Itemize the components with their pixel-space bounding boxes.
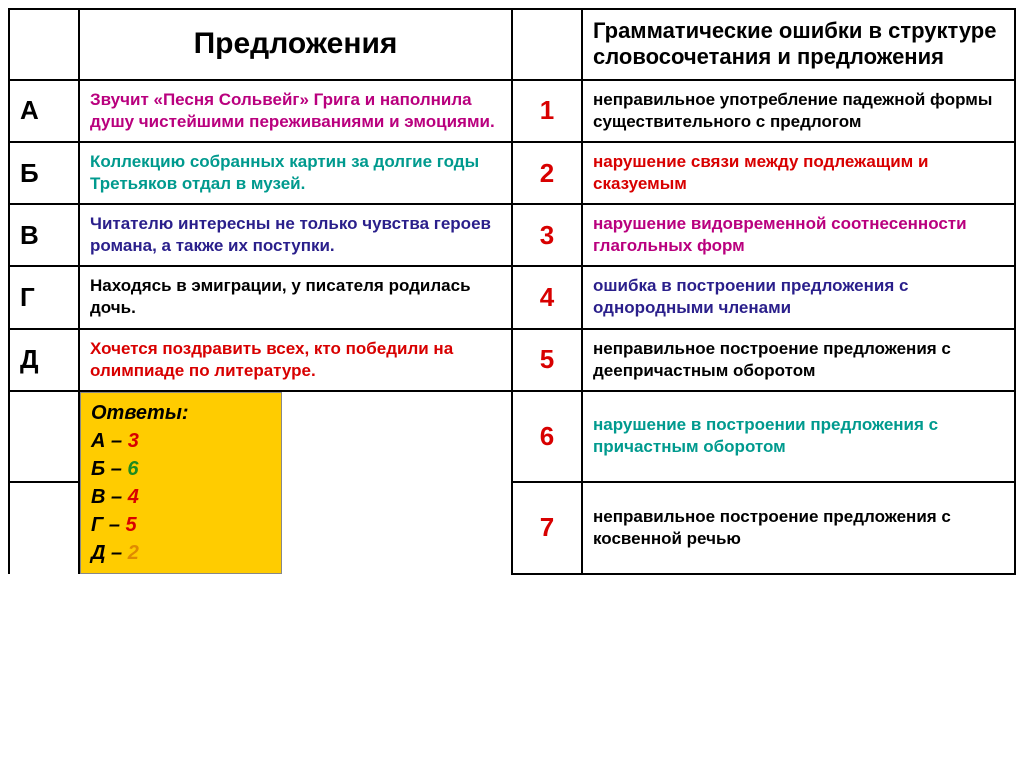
header-empty-1 [9,9,79,80]
table-row: Г Находясь в эмиграции, у писателя родил… [9,266,1015,328]
row-num: 1 [512,80,582,142]
row-sentence: Хочется поздравить всех, кто победили на… [79,329,512,391]
answer-line: Б – 6 [91,455,271,483]
row-sentence: Находясь в эмиграции, у писателя родилас… [79,266,512,328]
table-row: А Звучит «Песня Сольвейг» Грига и наполн… [9,80,1015,142]
row-letter-empty [9,391,79,483]
table-row: Ответы: А – 3Б – 6В – 4Г – 5Д – 2 6 нару… [9,391,1015,483]
answer-line: В – 4 [91,483,271,511]
header-errors: Грамматические ошибки в структуре словос… [582,9,1015,80]
answer-value: 4 [128,486,139,508]
row-num: 3 [512,204,582,266]
answer-line: А – 3 [91,427,271,455]
table-row: Б Коллекцию собранных картин за долгие г… [9,142,1015,204]
row-error: нарушение видовременной соотнесенности г… [582,204,1015,266]
row-letter: А [9,80,79,142]
answer-value: 3 [128,430,139,452]
row-error: нарушение связи между подлежащим и сказу… [582,142,1015,204]
row-error: неправильное построение предложения с де… [582,329,1015,391]
row-letter: Б [9,142,79,204]
answer-value: 2 [128,542,139,564]
row-sentence: Коллекцию собранных картин за долгие год… [79,142,512,204]
row-letter: Д [9,329,79,391]
grammar-table: Предложения Грамматические ошибки в стру… [8,8,1016,575]
answer-key: Б – [91,458,127,480]
answer-key: А – [91,430,128,452]
row-sentence: Читателю интересны не только чувства гер… [79,204,512,266]
table-row: В Читателю интересны не только чувства г… [9,204,1015,266]
row-num: 7 [512,482,582,574]
answer-key: В – [91,486,128,508]
answer-line: Д – 2 [91,539,271,567]
row-sentence: Звучит «Песня Сольвейг» Грига и наполнил… [79,80,512,142]
row-error: неправильное построение предложения с ко… [582,482,1015,574]
row-letter: В [9,204,79,266]
row-error: ошибка в построении предложения с одноро… [582,266,1015,328]
answer-value: 5 [126,514,137,536]
row-error: неправильное употребление падежной формы… [582,80,1015,142]
answers-box: Ответы: А – 3Б – 6В – 4Г – 5Д – 2 [80,392,282,574]
answer-line: Г – 5 [91,511,271,539]
row-num: 4 [512,266,582,328]
header-row: Предложения Грамматические ошибки в стру… [9,9,1015,80]
answer-key: Г – [91,514,126,536]
row-num: 2 [512,142,582,204]
answer-key: Д – [91,542,128,564]
table-row: Д Хочется поздравить всех, кто победили … [9,329,1015,391]
header-sentences: Предложения [79,9,512,80]
answers-title: Ответы: [91,399,271,427]
row-letter: Г [9,266,79,328]
row-error: нарушение в построении предложения с при… [582,391,1015,483]
answers-cell: Ответы: А – 3Б – 6В – 4Г – 5Д – 2 [79,391,512,574]
header-empty-2 [512,9,582,80]
row-num: 6 [512,391,582,483]
answer-value: 6 [127,458,138,480]
answers-list: А – 3Б – 6В – 4Г – 5Д – 2 [91,427,271,567]
row-letter-empty [9,482,79,574]
row-num: 5 [512,329,582,391]
